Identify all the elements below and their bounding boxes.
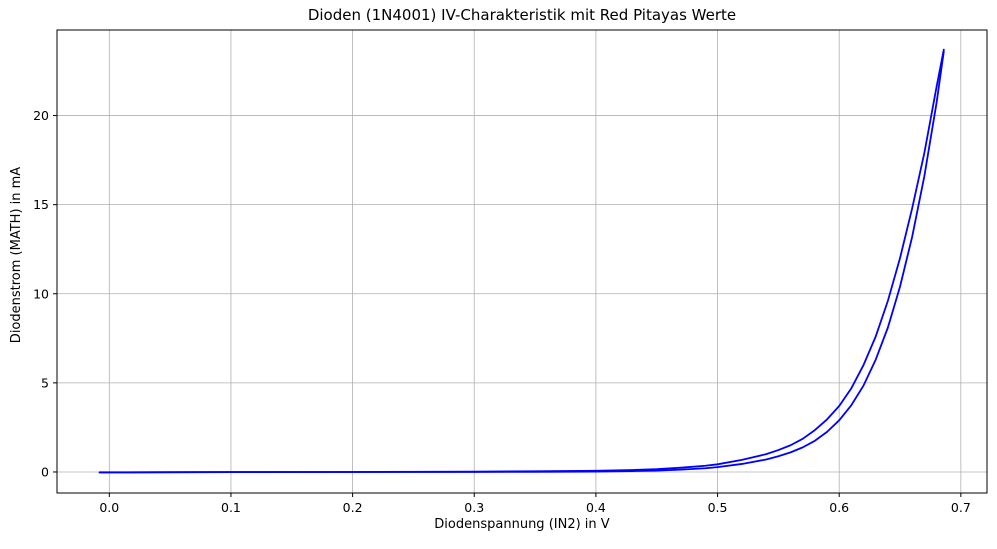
y-tick-label: 0	[41, 464, 49, 479]
y-tick-label: 5	[41, 375, 49, 390]
axes-ticks: 0.0 0.1 0.2 0.3 0.4 0.5 0.6 0.7 0 5 10 15 20	[33, 108, 971, 515]
x-tick-label: 0.7	[951, 500, 971, 515]
x-tick-label: 0.6	[829, 500, 849, 515]
x-tick-label: 0.3	[464, 500, 484, 515]
y-tick-label: 10	[33, 286, 49, 301]
y-tick-label: 20	[33, 108, 49, 123]
plot-lines	[98, 48, 945, 474]
x-tick-label: 0.4	[586, 500, 606, 515]
x-tick-label: 0.5	[708, 500, 728, 515]
x-tick-label: 0.1	[221, 500, 241, 515]
chart-title: Dioden (1N4001) IV-Charakteristik mit Re…	[308, 6, 736, 24]
x-axis-label: Diodenspannung (IN2) in V	[434, 517, 609, 532]
x-tick-label: 0.0	[99, 500, 119, 515]
y-axis-label: Diodenstrom (MATH) in mA	[9, 167, 24, 343]
x-tick-label: 0.2	[343, 500, 363, 515]
series-line-2	[98, 50, 945, 474]
y-tick-label: 15	[33, 197, 49, 212]
plot-frame	[56, 29, 988, 494]
